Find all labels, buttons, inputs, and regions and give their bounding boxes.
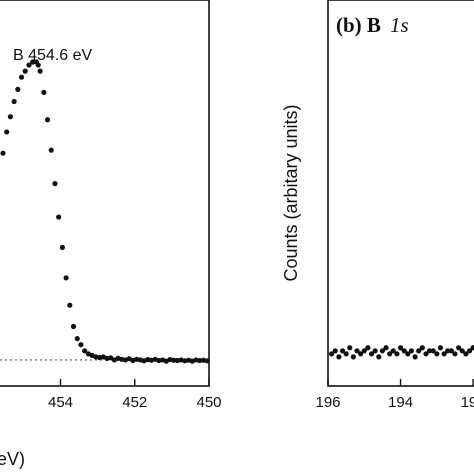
data-point: [35, 62, 41, 68]
data-point: [445, 348, 451, 354]
data-point: [452, 351, 458, 357]
data-point: [171, 357, 177, 363]
panel-a-xlabel: eV): [0, 449, 25, 469]
data-point: [329, 351, 335, 357]
data-point: [197, 357, 203, 364]
data-point: [361, 348, 367, 354]
data-point: [470, 345, 474, 351]
panel-a-data-points: [0, 59, 210, 364]
data-point: [15, 86, 21, 92]
data-point: [70, 323, 77, 330]
x-tick-label: 452: [122, 394, 147, 411]
data-point: [336, 354, 342, 360]
data-point: [56, 214, 62, 220]
data-point: [448, 348, 454, 354]
data-point: [459, 348, 465, 354]
data-point: [365, 345, 371, 351]
panel-b-data-points: [329, 345, 474, 360]
data-point: [350, 354, 356, 360]
data-point: [18, 74, 25, 80]
data-point: [78, 342, 84, 348]
data-point: [22, 68, 28, 74]
data-point: [48, 147, 54, 153]
data-point: [390, 348, 396, 354]
x-tick-label: 192: [461, 394, 474, 411]
data-point: [376, 354, 382, 360]
data-point: [405, 351, 411, 357]
data-point: [368, 351, 375, 357]
panel-b-label: (b) B 1s: [336, 13, 409, 37]
data-point: [466, 348, 473, 354]
x-tick-label: 450: [196, 394, 221, 411]
data-point: [397, 345, 404, 351]
data-point: [332, 348, 338, 354]
data-point: [423, 351, 429, 357]
data-point: [434, 351, 440, 357]
data-point: [7, 114, 14, 120]
data-point: [387, 351, 393, 357]
data-point: [394, 351, 400, 357]
panel-b-label-main: (b) B: [336, 13, 381, 37]
data-point: [4, 129, 10, 135]
data-point: [419, 345, 425, 351]
data-point: [441, 351, 447, 357]
data-point: [82, 348, 88, 354]
panel-b-x-axis: 196 194 192: [315, 379, 474, 411]
data-point: [408, 348, 415, 354]
data-point: [11, 98, 17, 105]
data-point: [463, 351, 469, 357]
data-point: [379, 348, 386, 354]
data-point: [74, 336, 80, 342]
data-point: [44, 117, 51, 123]
data-point: [343, 351, 349, 357]
data-point: [41, 89, 47, 95]
panel-b-label-italic: 1s: [390, 13, 409, 37]
panel-a-x-axis: 454 452 450: [48, 379, 222, 411]
data-point: [0, 150, 6, 156]
data-point: [456, 345, 462, 351]
x-tick-label: 454: [48, 394, 73, 411]
data-point: [401, 348, 407, 354]
data-point: [204, 358, 210, 364]
peak-annotation: B 454.6 eV: [13, 47, 93, 64]
data-point: [59, 244, 65, 251]
data-point: [372, 348, 378, 354]
data-point: [358, 351, 364, 357]
data-point: [437, 345, 444, 351]
data-point: [426, 348, 433, 354]
data-point: [26, 62, 32, 68]
panel-a-frame: [0, 0, 210, 387]
panel-b-ylabel: Counts (arbitary units): [281, 104, 301, 281]
panel-b-frame: [327, 0, 474, 387]
data-point: [430, 348, 436, 354]
data-point: [339, 348, 346, 354]
data-point: [52, 181, 58, 187]
data-point: [416, 348, 422, 354]
data-point: [354, 348, 360, 354]
data-point: [412, 354, 418, 360]
data-point: [63, 275, 69, 281]
data-point: [37, 68, 43, 74]
x-tick-label: 196: [315, 394, 340, 411]
data-point: [67, 302, 73, 308]
x-tick-label: 194: [388, 394, 413, 411]
data-point: [383, 345, 389, 351]
data-point: [30, 59, 36, 65]
data-point: [347, 345, 353, 351]
